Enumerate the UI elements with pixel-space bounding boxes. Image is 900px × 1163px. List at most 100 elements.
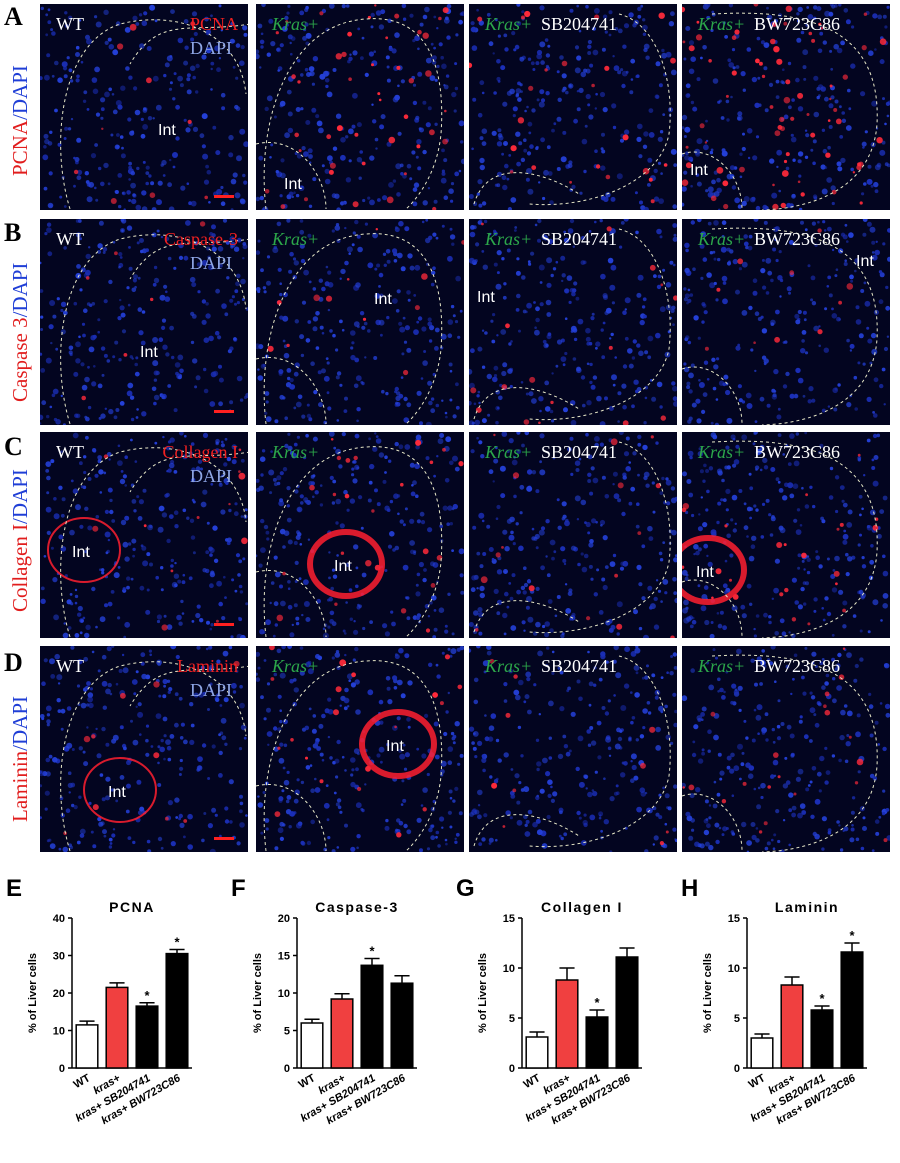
y-tick-label: 10 <box>503 963 515 975</box>
micrograph-d-3: Kras+ SB204741 <box>469 646 677 852</box>
side-separator: / <box>8 311 32 318</box>
micrograph-c-1: WT Collagen I DAPI Int <box>40 432 248 638</box>
micrograph-b-4: Kras+ BW723C86 Int <box>682 219 890 425</box>
y-axis-label: % of Liver cells <box>27 953 39 1033</box>
significance-marker: * <box>369 944 375 959</box>
y-tick-label: 0 <box>284 1063 290 1075</box>
y-tick-label: 0 <box>509 1063 515 1075</box>
chart-letter: G <box>456 875 475 902</box>
condition-label: SB204741 <box>541 14 618 34</box>
genotype-label: Kras+ <box>272 14 320 34</box>
side-stain: DAPI <box>8 65 32 115</box>
micrograph-image <box>40 219 248 425</box>
micrograph-image <box>256 432 464 638</box>
micrograph-a-3: Kras+ SB204741 <box>469 4 677 210</box>
intestine-label: Int <box>158 122 176 139</box>
row-d-side-label: Laminin/DAPI <box>8 696 33 822</box>
y-axis-label: % of Liver cells <box>252 953 264 1033</box>
row-c-side-label: Collagen I/DAPI <box>8 469 33 612</box>
dapi-label: DAPI <box>189 38 232 58</box>
intestine-label: Int <box>696 564 714 581</box>
scale-bar <box>214 195 234 198</box>
marker-label: PCNA <box>189 14 238 34</box>
side-stain: DAPI <box>8 262 32 312</box>
condition-label: WT <box>56 229 84 249</box>
y-tick-label: 10 <box>278 988 290 1000</box>
x-tick-label: WT <box>522 1072 543 1091</box>
genotype-label: Kras+ <box>485 656 533 676</box>
bar-1 <box>750 1037 774 1069</box>
bar-4 <box>615 956 639 1069</box>
marker-label: Caspase-3 <box>164 229 238 249</box>
panel-letter-d: D <box>4 648 23 677</box>
panel-letter-b: B <box>4 218 22 247</box>
bar-4 <box>390 982 414 1069</box>
genotype-label: Kras+ <box>272 442 320 462</box>
significance-marker: * <box>144 988 150 1003</box>
marker-label: Laminin <box>177 656 238 676</box>
side-separator: / <box>8 114 32 120</box>
micrograph-c-2: Kras+ Int <box>256 432 464 638</box>
chart-title: PCNA <box>109 899 155 915</box>
micrograph-image <box>682 4 890 210</box>
bar-2 <box>555 979 579 1069</box>
dapi-label: DAPI <box>189 466 232 486</box>
intestine-label: Int <box>108 784 126 801</box>
significance-marker: * <box>819 991 825 1006</box>
micrograph-image <box>469 219 677 425</box>
y-axis-label: % of Liver cells <box>702 953 714 1033</box>
y-tick-label: 5 <box>509 1013 515 1025</box>
genotype-label: Kras+ <box>272 656 320 676</box>
condition-label: SB204741 <box>541 442 618 462</box>
y-tick-label: 20 <box>53 988 65 1000</box>
y-tick-label: 15 <box>728 913 740 925</box>
micrograph-b-2: Kras+ Int <box>256 219 464 425</box>
significance-marker: * <box>594 995 600 1010</box>
y-axis-label: % of Liver cells <box>477 953 489 1033</box>
y-tick-label: 0 <box>734 1063 740 1075</box>
bar-chart-g: G Collagen I% of Liver cells 0 5 10 15 WT kras+… <box>450 868 675 1158</box>
genotype-label: Kras+ <box>485 14 533 34</box>
bar-chart-e: E PCNA% of Liver cells 0 10 20 30 40 WT kras+ * kr… <box>0 868 225 1158</box>
bar-1 <box>300 1022 324 1069</box>
y-tick-label: 15 <box>503 913 515 925</box>
micrograph-a-4: Kras+ BW723C86 Int <box>682 4 890 210</box>
bar-1 <box>75 1024 99 1069</box>
bar-4 <box>840 951 864 1069</box>
micrograph-c-4: Kras+ BW723C86 Int <box>682 432 890 638</box>
chart-letter: H <box>681 875 698 902</box>
intestine-label: Int <box>477 289 495 306</box>
micrograph-d-4: Kras+ BW723C86 <box>682 646 890 852</box>
bar-4 <box>165 952 189 1069</box>
side-stain: DAPI <box>8 469 32 519</box>
bar-2 <box>780 984 804 1069</box>
micrograph-a-1: WT PCNA DAPI Int <box>40 4 248 210</box>
y-tick-label: 10 <box>53 1026 65 1038</box>
condition-label: BW723C86 <box>754 656 841 676</box>
chart-letter: F <box>231 875 246 902</box>
genotype-label: Kras+ <box>698 229 746 249</box>
side-marker: Collagen I <box>8 523 32 612</box>
x-tick-label: WT <box>747 1072 768 1091</box>
side-marker: Caspase 3 <box>8 317 32 402</box>
y-tick-label: 30 <box>53 951 65 963</box>
genotype-label: Kras+ <box>485 229 533 249</box>
bar-3 <box>810 1009 834 1069</box>
dapi-label: DAPI <box>189 680 232 700</box>
intestine-label: Int <box>386 738 404 755</box>
micrograph-image <box>682 646 890 852</box>
micrograph-d-1: WT Laminin DAPI Int <box>40 646 248 852</box>
bar-3 <box>135 1005 159 1069</box>
y-tick-label: 10 <box>728 963 740 975</box>
marker-label: Collagen I <box>162 442 238 462</box>
condition-label: BW723C86 <box>754 442 841 462</box>
micrograph-image <box>256 4 464 210</box>
genotype-label: Kras+ <box>272 229 320 249</box>
intestine-label: Int <box>72 544 90 561</box>
micrograph-b-1: WT Caspase-3 DAPI Int <box>40 219 248 425</box>
chart-title: Caspase-3 <box>315 899 399 915</box>
micrograph-image <box>256 219 464 425</box>
